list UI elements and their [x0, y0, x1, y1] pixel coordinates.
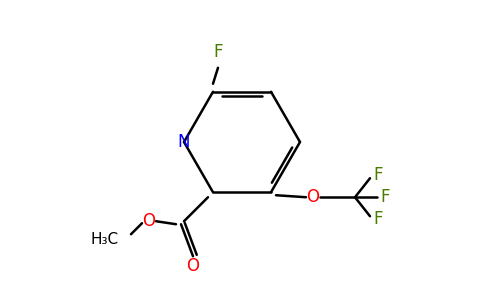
- Text: F: F: [380, 188, 390, 206]
- Text: N: N: [178, 133, 190, 151]
- Text: O: O: [306, 188, 319, 206]
- Text: O: O: [186, 257, 199, 275]
- Text: F: F: [373, 210, 383, 228]
- Text: O: O: [142, 212, 155, 230]
- Text: H₃C: H₃C: [91, 232, 119, 247]
- Text: F: F: [213, 43, 223, 61]
- Text: F: F: [373, 166, 383, 184]
